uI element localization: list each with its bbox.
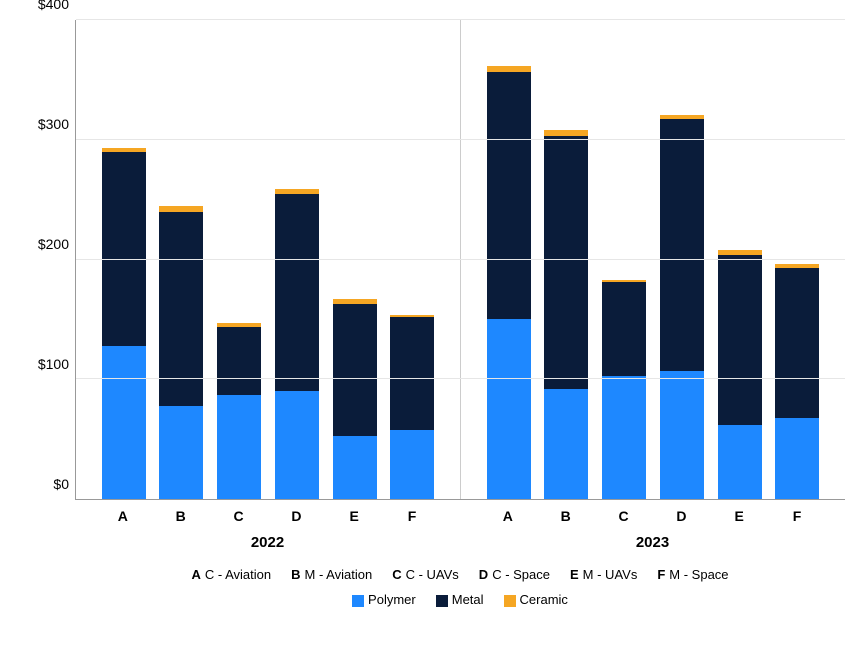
bar	[275, 189, 319, 499]
bar	[775, 264, 819, 499]
category-legend-key: F	[657, 567, 665, 582]
x-category-label: C	[602, 500, 646, 524]
bar-segment-polymer	[217, 395, 261, 499]
bar-segment-metal	[660, 119, 704, 370]
bar-segment-metal	[390, 317, 434, 430]
series-legend: Polymer Metal Ceramic	[75, 592, 845, 607]
bar	[718, 250, 762, 499]
bar-segment-metal	[159, 212, 203, 406]
x-category-label: F	[390, 500, 434, 524]
category-legend-key: C	[392, 567, 401, 582]
x-category-label: E	[717, 500, 761, 524]
series-legend-label: Polymer	[368, 592, 416, 607]
category-legend-item: A C - Aviation	[191, 567, 271, 582]
bar-segment-metal	[333, 304, 377, 436]
year-group	[76, 20, 460, 499]
bar-segment-polymer	[159, 406, 203, 499]
bar-segment-polymer	[602, 376, 646, 499]
bar-segment-polymer	[487, 319, 531, 499]
legend-swatch	[504, 595, 516, 607]
year-label: 2022	[75, 534, 460, 551]
series-legend-label: Ceramic	[520, 592, 568, 607]
x-label-group: ABCDEF	[75, 500, 460, 524]
x-label-group: ABCDEF	[460, 500, 845, 524]
bar-segment-polymer	[718, 425, 762, 499]
bar-segment-polymer	[775, 418, 819, 499]
grid-line	[76, 259, 845, 260]
x-category-label: A	[101, 500, 145, 524]
plot: $0$100$200$300$400	[20, 20, 845, 500]
x-category-label: E	[332, 500, 376, 524]
grid-line	[76, 19, 845, 20]
x-category-labels: ABCDEFABCDEF	[75, 500, 845, 524]
category-legend-key: E	[570, 567, 579, 582]
stacked-bar-chart: $0$100$200$300$400 ABCDEFABCDEF 20222023…	[20, 20, 845, 607]
x-year-labels: 20222023	[75, 534, 845, 551]
x-category-label: D	[274, 500, 318, 524]
bar-segment-metal	[602, 282, 646, 375]
series-legend-item: Polymer	[352, 592, 416, 607]
bar	[660, 115, 704, 499]
bar-segment-metal	[544, 136, 588, 389]
y-axis: $0$100$200$300$400	[20, 20, 75, 500]
category-legend-key: A	[191, 567, 200, 582]
year-label: 2023	[460, 534, 845, 551]
x-category-label: C	[217, 500, 261, 524]
bar	[159, 206, 203, 499]
y-tick-label: $400	[38, 0, 69, 12]
x-category-label: B	[159, 500, 203, 524]
category-legend-label: C - Aviation	[205, 567, 271, 582]
bar	[333, 299, 377, 499]
category-legend-item: B M - Aviation	[291, 567, 372, 582]
bar-segment-metal	[217, 327, 261, 395]
bar-segment-polymer	[390, 430, 434, 499]
category-legend-label: C - UAVs	[406, 567, 459, 582]
category-legend-label: M - Aviation	[305, 567, 373, 582]
bar	[487, 66, 531, 499]
bar-segment-polymer	[275, 391, 319, 499]
x-category-label: F	[775, 500, 819, 524]
bar	[102, 148, 146, 499]
series-legend-item: Metal	[436, 592, 484, 607]
y-tick-label: $100	[38, 356, 69, 372]
y-tick-label: $0	[53, 476, 69, 492]
category-legend: A C - Aviation B M - Aviation C C - UAVs D C - …	[75, 567, 845, 582]
bar-segment-metal	[487, 72, 531, 320]
category-legend-item: E M - UAVs	[570, 567, 637, 582]
year-group	[460, 20, 845, 499]
bar	[390, 315, 434, 499]
bar-segment-polymer	[333, 436, 377, 499]
bar-segment-metal	[718, 255, 762, 425]
x-category-label: B	[544, 500, 588, 524]
bar-segment-metal	[102, 152, 146, 346]
legend-swatch	[436, 595, 448, 607]
bar-segment-metal	[275, 194, 319, 392]
plot-area	[75, 20, 845, 500]
category-legend-label: M - Space	[669, 567, 728, 582]
category-legend-key: B	[291, 567, 300, 582]
bar	[602, 280, 646, 499]
bar-segment-polymer	[660, 371, 704, 499]
category-legend-label: M - UAVs	[583, 567, 638, 582]
category-legend-item: F M - Space	[657, 567, 728, 582]
category-legend-key: D	[479, 567, 488, 582]
bar	[217, 323, 261, 499]
bar-groups	[76, 20, 845, 499]
bar	[544, 130, 588, 499]
legend-swatch	[352, 595, 364, 607]
x-category-label: A	[486, 500, 530, 524]
y-tick-label: $300	[38, 116, 69, 132]
category-legend-item: D C - Space	[479, 567, 550, 582]
y-tick-label: $200	[38, 236, 69, 252]
grid-line	[76, 378, 845, 379]
bar-segment-polymer	[544, 389, 588, 499]
grid-line	[76, 139, 845, 140]
bar-segment-polymer	[102, 346, 146, 499]
category-legend-label: C - Space	[492, 567, 550, 582]
bar-segment-metal	[775, 268, 819, 418]
x-category-label: D	[659, 500, 703, 524]
category-legend-item: C C - UAVs	[392, 567, 459, 582]
series-legend-label: Metal	[452, 592, 484, 607]
series-legend-item: Ceramic	[504, 592, 568, 607]
